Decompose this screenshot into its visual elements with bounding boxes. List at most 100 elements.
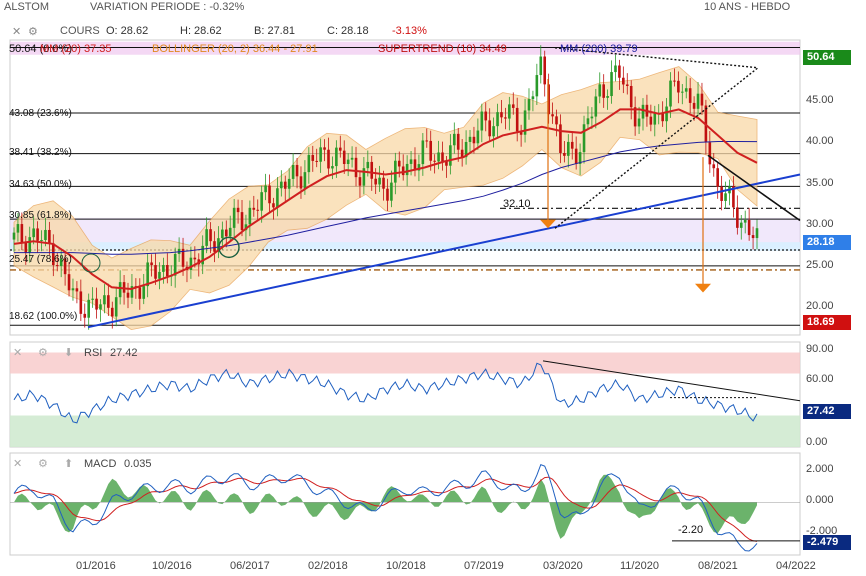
macd-gear-icon[interactable]: ⚙ — [38, 458, 48, 470]
gear-icon[interactable]: ⚙ — [28, 26, 38, 38]
candle-body — [716, 168, 719, 187]
candle-body — [75, 288, 79, 292]
candle-body — [452, 133, 456, 146]
macd-close-icon[interactable]: ✕ — [13, 458, 23, 470]
candle-body — [394, 160, 397, 183]
candle-body — [52, 243, 55, 266]
candle-body — [567, 141, 570, 156]
candle-body — [146, 262, 149, 287]
candle-body — [103, 295, 106, 305]
candle-body — [456, 133, 460, 150]
black-downtrend — [707, 154, 801, 222]
candle-body — [217, 238, 220, 252]
macd-low-annotation: -2.20 — [678, 524, 704, 536]
candle-body — [696, 93, 700, 109]
candle-body — [625, 84, 629, 86]
macd-signal-line — [13, 476, 758, 542]
rsi-tick-90: 90.00 — [806, 343, 834, 355]
candle-body — [224, 229, 228, 237]
candle-body — [653, 113, 657, 125]
candle-body — [551, 114, 554, 117]
candle-body — [354, 157, 358, 178]
candle-body — [28, 237, 32, 253]
x-tick-1: 10/2016 — [152, 560, 192, 572]
macd-tick-neg2: -2.000 — [806, 525, 838, 537]
range-label: 10 ANS - HEBDO — [704, 1, 791, 13]
candle-body — [563, 152, 566, 156]
candle-body — [500, 112, 503, 118]
quote-open: O: 28.62 — [106, 25, 149, 37]
candle-body — [511, 104, 515, 108]
candle-body — [99, 304, 102, 310]
rsi-arrow-down-icon[interactable]: ⬇ — [64, 347, 74, 359]
rsi-title: RSI — [84, 347, 103, 359]
candle-body — [166, 265, 169, 277]
candle-body — [622, 77, 625, 85]
ticker-label: ALSTOM — [4, 1, 50, 13]
candle-body — [547, 84, 550, 115]
rsi-gear-icon[interactable]: ⚙ — [38, 347, 48, 359]
candle-body — [154, 265, 157, 279]
candle-body — [228, 227, 232, 237]
candle-body — [559, 124, 562, 153]
candle-body — [193, 257, 197, 260]
candle-body — [299, 176, 303, 189]
candle-body — [79, 291, 83, 314]
candle-body — [677, 80, 680, 93]
mm20-line — [13, 108, 758, 291]
candle-body — [397, 160, 401, 167]
variation-label: VARIATION PERIODE : -0.32% — [90, 1, 245, 13]
candle-body — [272, 203, 275, 208]
candle-body — [429, 140, 433, 161]
candle-body — [335, 147, 338, 167]
mm20-legend[interactable]: MM (20) 37.35 — [40, 43, 112, 55]
candle-body — [287, 178, 291, 189]
last-zone — [10, 242, 800, 251]
fib-label-382: 38.41 (38.2%) — [9, 147, 72, 158]
candle-body — [342, 150, 346, 165]
candle-body — [283, 181, 287, 189]
candle-body — [421, 140, 425, 165]
supertrend-legend[interactable]: SUPERTREND (10) 34.49 — [378, 43, 507, 55]
bollinger-legend[interactable]: BOLLINGER (20, 2) 36.44 - 27.91 — [152, 43, 318, 55]
rsi-overbought-zone — [10, 352, 800, 374]
candle-body — [327, 149, 330, 169]
candle-body — [618, 65, 621, 78]
candle-body — [158, 271, 161, 279]
chart-header: ALSTOM VARIATION PERIODE : -0.32% 10 ANS… — [0, 0, 866, 14]
highlight-circle-1 — [218, 236, 240, 259]
rsi-close-icon[interactable]: ✕ — [13, 347, 23, 359]
y-tick-30: 30.00 — [806, 218, 834, 230]
candle-body — [236, 207, 240, 213]
candle-body — [16, 224, 20, 233]
candle-body — [221, 229, 224, 239]
y-tick-40: 40.00 — [806, 135, 834, 147]
mm200-line — [14, 141, 758, 255]
close-icon[interactable]: ✕ — [12, 26, 22, 38]
candle-body — [736, 207, 739, 228]
candle-body — [55, 265, 59, 267]
macd-title: MACD — [84, 458, 117, 470]
mm200-legend[interactable]: MM (200) 39.79 — [560, 43, 638, 55]
candle-body — [574, 148, 578, 164]
quote-low: B: 27.81 — [254, 25, 295, 37]
highlight-circle-2 — [81, 253, 101, 273]
candle-body — [189, 257, 193, 271]
macd-tag: -2.479 — [803, 535, 851, 550]
rsi-tick-60: 60.00 — [806, 373, 834, 385]
candle-body — [594, 96, 598, 117]
candle-body — [720, 186, 723, 201]
candle-body — [460, 149, 464, 158]
candle-body — [732, 186, 735, 208]
candle-body — [515, 107, 519, 132]
candle-body — [472, 136, 476, 144]
candle-body — [531, 96, 535, 100]
candle-body — [649, 116, 653, 125]
macd-frame — [9, 452, 801, 556]
candle-body — [362, 168, 366, 186]
macd-panel — [9, 452, 801, 556]
candle-body — [307, 155, 311, 173]
macd-arrow-up-icon[interactable]: ⬆ — [64, 458, 74, 470]
candle-body — [382, 177, 385, 189]
